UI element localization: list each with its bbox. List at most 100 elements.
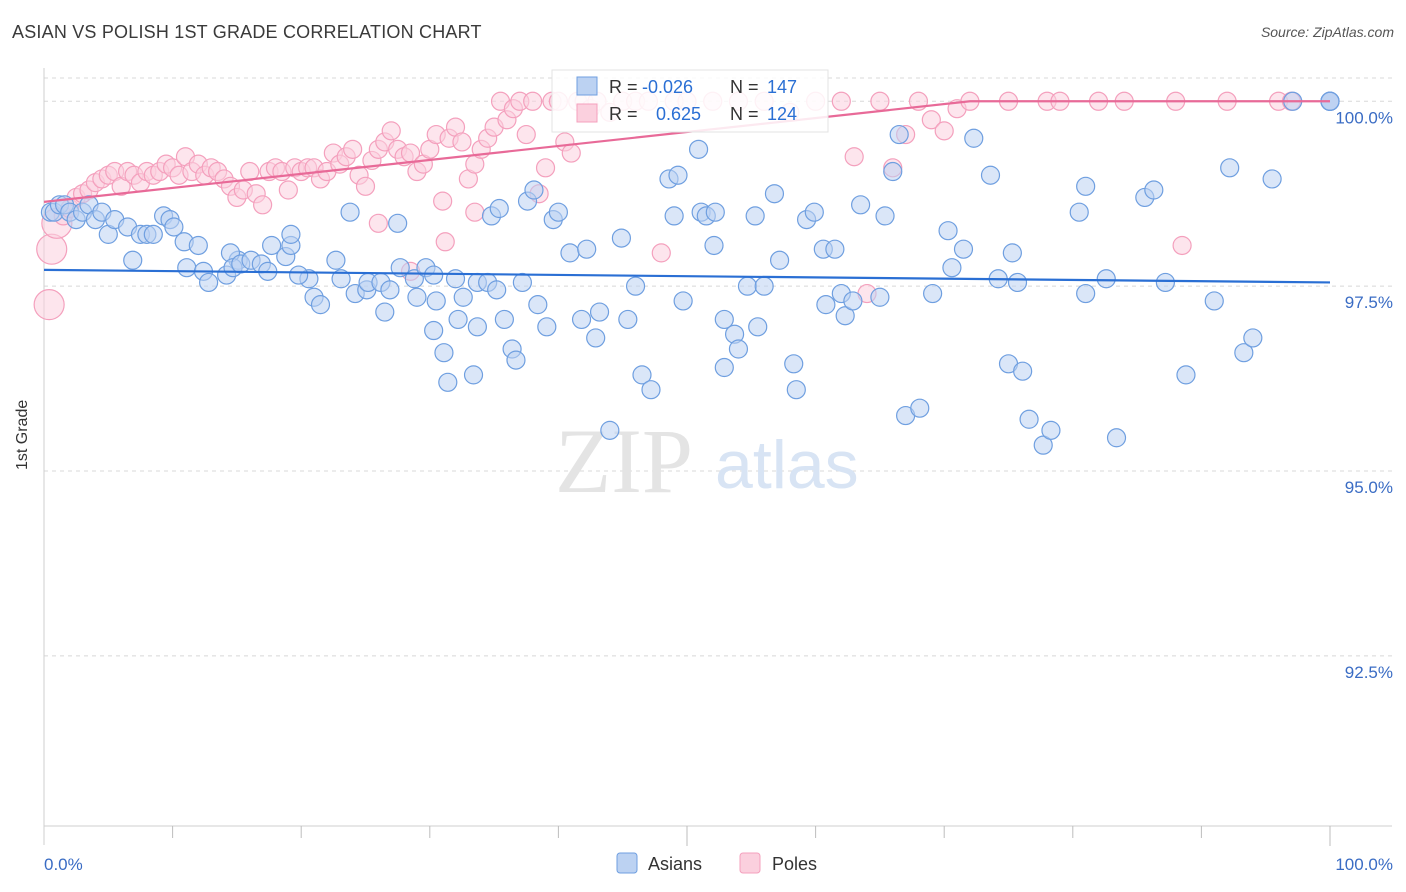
legend-n-label-asians: N = — [730, 77, 759, 97]
asian-point — [600, 420, 620, 440]
pole-point — [381, 121, 401, 141]
y-tick-label: 92.5% — [1345, 663, 1393, 682]
pole-point — [523, 91, 543, 111]
asian-point — [883, 161, 903, 182]
legend-n-value-poles: 124 — [767, 104, 797, 124]
pole-point — [433, 191, 453, 211]
asian-point — [825, 239, 845, 259]
pole-point — [435, 232, 455, 252]
watermark: ZIP atlas — [555, 410, 859, 512]
asian-point — [548, 202, 569, 222]
pole-point — [535, 158, 556, 178]
asian-point — [714, 309, 734, 330]
asian-point — [889, 124, 909, 145]
asian-point — [851, 195, 871, 215]
asian-point — [188, 235, 208, 256]
asian-point — [388, 213, 408, 233]
asian-point — [668, 165, 688, 185]
legend-n-value-asians: 147 — [767, 77, 797, 97]
pole-point — [516, 124, 536, 145]
asian-point — [512, 272, 532, 293]
asian-point — [537, 317, 557, 337]
asian-point — [980, 165, 1001, 185]
asian-point — [764, 184, 785, 204]
watermark-zip: ZIP — [555, 410, 693, 512]
asian-point — [816, 295, 836, 315]
asian-point — [705, 202, 725, 222]
asian-point — [938, 221, 958, 241]
pole-point — [343, 139, 363, 159]
asian-point — [424, 320, 444, 341]
chart-title: ASIAN VS POLISH 1ST GRADE CORRELATION CH… — [12, 22, 482, 42]
bottom-legend-label-asians: Asians — [648, 854, 702, 874]
asian-point — [875, 206, 895, 226]
asian-point — [524, 180, 544, 200]
asian-point — [1262, 169, 1282, 189]
bottom-legend-swatch-asians — [616, 852, 638, 874]
asian-point — [641, 380, 661, 400]
asian-point — [1076, 176, 1096, 196]
pole-point — [934, 121, 954, 141]
asian-point — [673, 291, 693, 311]
asian-point — [289, 265, 309, 285]
asian-point — [688, 139, 709, 159]
asian-point — [310, 295, 331, 315]
trend-layer — [43, 100, 1331, 284]
x-tick-label: 0.0% — [44, 855, 83, 874]
asian-point — [1144, 180, 1164, 200]
asian-point — [487, 280, 507, 300]
legend-swatch-poles — [576, 103, 598, 123]
asian-point — [870, 287, 890, 307]
asian-point — [1013, 361, 1033, 381]
asian-point — [1007, 272, 1028, 293]
asian-point — [424, 265, 444, 285]
asian-point — [942, 258, 962, 278]
asian-point — [1096, 269, 1116, 289]
asian-point — [560, 243, 580, 263]
y-tick-label: 100.0% — [1335, 108, 1393, 127]
legend-r-value-asians: -0.026 — [642, 77, 693, 97]
asian-point — [1234, 343, 1254, 363]
asian-point — [1019, 409, 1039, 429]
bottom-legend-swatch-poles — [739, 852, 761, 874]
asian-point — [1176, 365, 1196, 385]
asian-point — [375, 302, 395, 322]
asian-point — [380, 280, 400, 300]
asian-point — [463, 365, 484, 385]
asian-point — [577, 239, 597, 259]
asian-point — [586, 328, 606, 348]
asian-point — [964, 128, 984, 148]
asian-point — [786, 380, 806, 400]
asian-point — [407, 287, 427, 307]
pole-point — [33, 289, 65, 321]
asian-point — [1002, 243, 1022, 263]
asian-point — [748, 317, 768, 337]
asian-point — [1069, 202, 1089, 222]
asian-point — [143, 224, 163, 244]
asian-point — [728, 339, 749, 359]
pole-point — [368, 213, 388, 233]
asian-point — [611, 228, 632, 248]
asian-point — [1106, 428, 1127, 448]
watermark-atlas: atlas — [715, 427, 859, 503]
legend-top: R = -0.026 N = 147 R = 0.625 N = 124 — [551, 69, 829, 133]
asian-point — [434, 343, 454, 363]
asian-point — [262, 235, 282, 256]
asian-point — [164, 217, 184, 237]
pole-trend-line — [43, 100, 1330, 203]
asian-point — [1220, 158, 1240, 178]
asian-point — [177, 258, 197, 278]
pole-point — [651, 243, 671, 263]
points-layer — [33, 91, 1340, 455]
asian-point — [1033, 435, 1053, 455]
pole-point — [253, 195, 273, 215]
asian-point — [494, 309, 514, 330]
pole-point — [465, 202, 485, 222]
asian-point — [910, 398, 930, 418]
pole-point — [36, 233, 68, 265]
legend-box — [551, 69, 829, 133]
legend-r-value-poles: 0.625 — [656, 104, 701, 124]
asian-point — [489, 198, 509, 219]
asian-point — [784, 354, 804, 374]
asian-point — [737, 276, 758, 296]
